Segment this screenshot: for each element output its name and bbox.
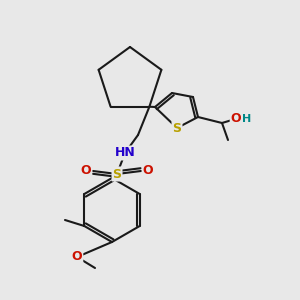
Text: O: O (231, 112, 241, 124)
Text: H: H (242, 114, 252, 124)
Text: O: O (143, 164, 153, 178)
Text: O: O (72, 250, 82, 263)
Text: HN: HN (115, 146, 135, 160)
Text: S: S (112, 167, 122, 181)
Text: O: O (81, 164, 91, 178)
Text: S: S (172, 122, 182, 134)
